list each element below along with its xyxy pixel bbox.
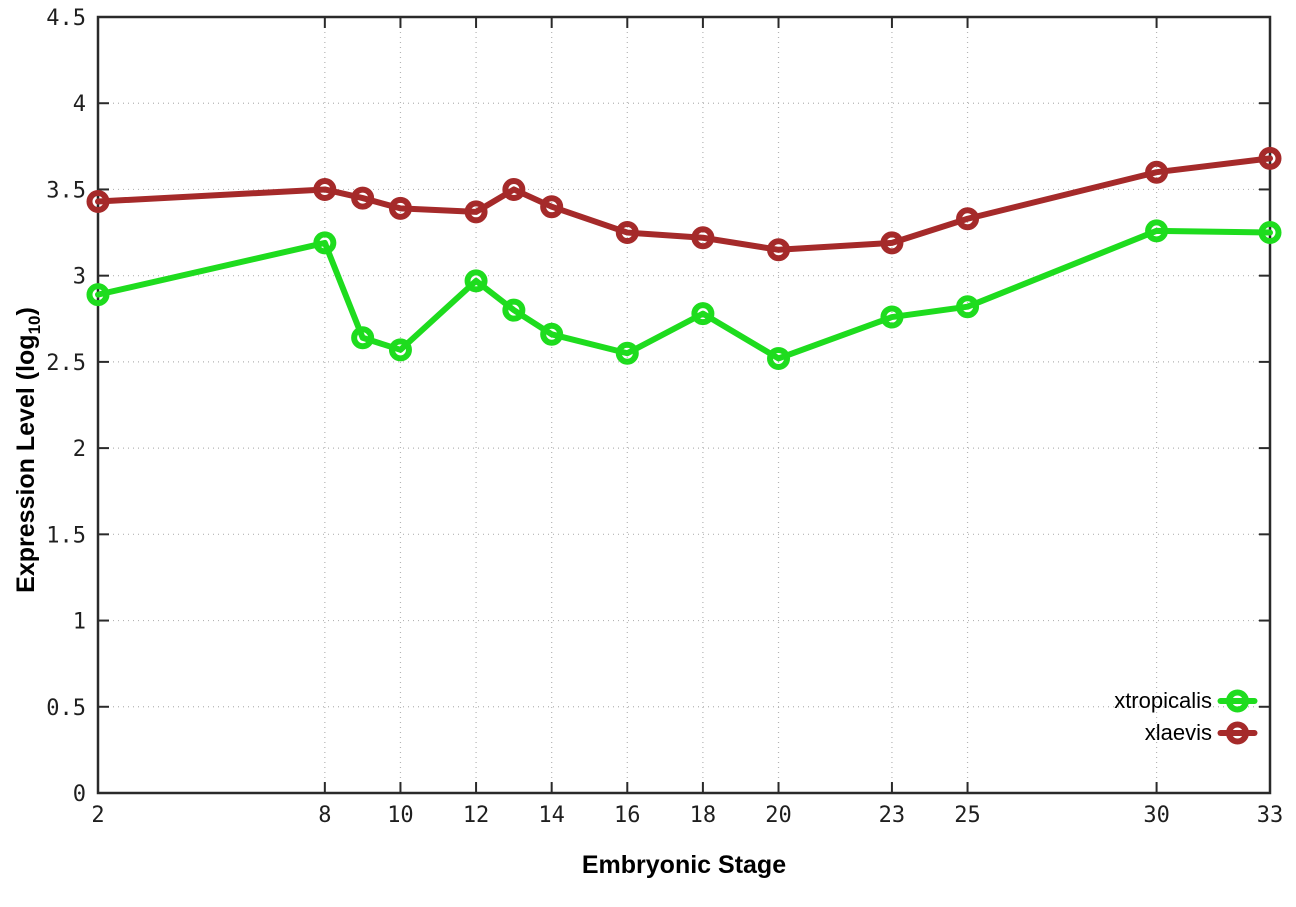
x-tick-label: 25	[954, 803, 981, 828]
data-point-marker	[540, 322, 564, 346]
y-axis-title-subscript: 10	[25, 315, 44, 335]
legend-marker-sample	[1226, 721, 1249, 745]
x-tick-label: 16	[614, 803, 641, 828]
data-point-marker	[615, 221, 639, 245]
data-point-marker	[880, 305, 904, 329]
data-point-marker	[464, 269, 488, 293]
data-point-marker	[351, 326, 375, 350]
x-tick-label: 30	[1143, 803, 1170, 828]
y-axis-title: Expression Level (log10)	[4, 240, 48, 660]
data-point-marker	[502, 298, 526, 322]
x-tick-label: 33	[1257, 803, 1284, 828]
data-point-marker	[313, 231, 337, 255]
data-point-marker	[388, 196, 412, 220]
x-tick-label: 14	[538, 803, 565, 828]
y-tick-label: 2	[73, 437, 86, 462]
x-tick-label: 20	[765, 803, 792, 828]
y-axis-title-text: Expression Level (log	[12, 334, 40, 593]
legend-label-xlaevis: xlaevis	[1145, 720, 1212, 745]
y-tick-label: 4.5	[46, 6, 86, 31]
data-point-marker	[767, 346, 791, 370]
data-point-marker	[956, 295, 980, 319]
y-tick-label: 3	[73, 265, 86, 290]
data-point-marker	[313, 177, 337, 201]
data-point-marker	[86, 190, 110, 214]
y-tick-label: 3.5	[46, 178, 86, 203]
y-tick-label: 1	[73, 610, 86, 635]
x-tick-label: 10	[387, 803, 414, 828]
x-tick-label: 12	[463, 803, 490, 828]
data-point-marker	[691, 302, 715, 326]
data-point-marker	[464, 200, 488, 224]
plot-border	[96, 15, 1272, 795]
data-point-marker	[691, 226, 715, 250]
x-tick-label: 23	[879, 803, 906, 828]
y-tick-label: 1.5	[46, 523, 86, 548]
legend-marker-sample	[1226, 689, 1249, 713]
x-tick-label: 8	[318, 803, 331, 828]
y-tick-label: 0.5	[46, 696, 86, 721]
data-point-marker	[86, 283, 110, 307]
legend-label-xtropicalis: xtropicalis	[1114, 688, 1212, 713]
data-point-marker	[615, 341, 639, 365]
data-point-marker	[1145, 160, 1169, 184]
data-point-marker	[351, 186, 375, 210]
y-axis-title-close: )	[12, 307, 40, 316]
data-point-marker	[1258, 221, 1282, 245]
data-point-marker	[767, 238, 791, 262]
data-point-marker	[956, 207, 980, 231]
y-tick-label: 4	[73, 92, 86, 117]
y-tick-label: 2.5	[46, 351, 86, 376]
data-point-marker	[388, 338, 412, 362]
x-tick-label: 2	[91, 803, 104, 828]
data-point-marker	[1258, 146, 1282, 170]
series-line-xlaevis	[95, 155, 1273, 253]
data-point-marker	[540, 195, 564, 219]
y-tick-label: 0	[73, 782, 86, 807]
data-point-marker	[502, 177, 526, 201]
x-axis-title: Embryonic Stage	[581, 851, 787, 879]
data-point-marker	[880, 231, 904, 255]
data-point-marker	[1145, 219, 1169, 243]
x-tick-label: 18	[690, 803, 717, 828]
series-line-xtropicalis	[95, 227, 1273, 362]
